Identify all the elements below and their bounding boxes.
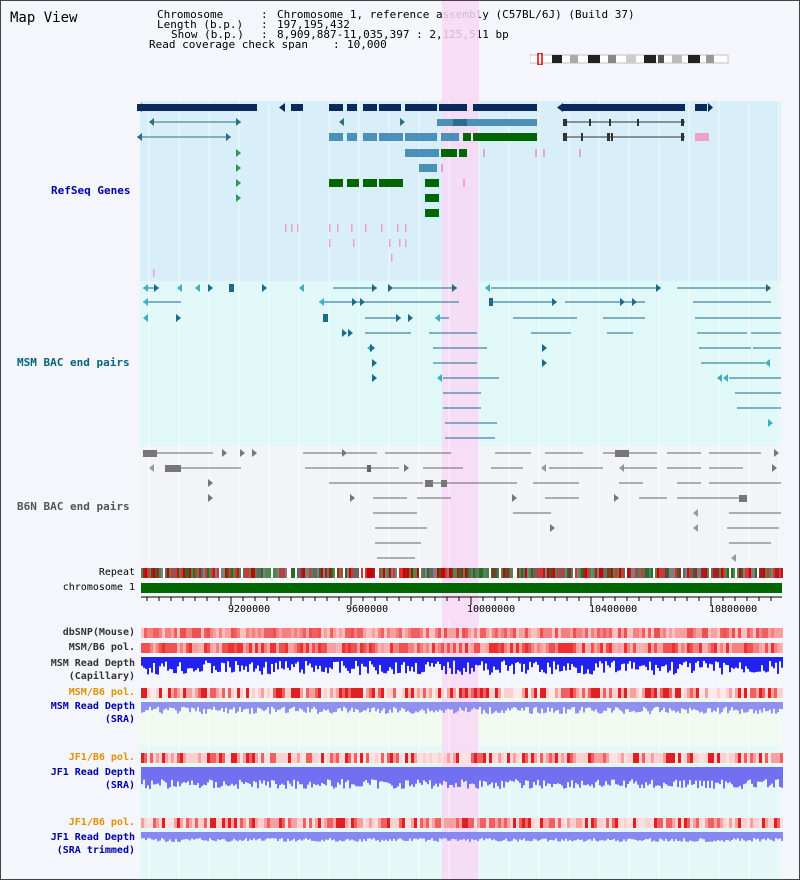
track-label-msm-depth-sra-sub: (SRA) [104, 714, 135, 725]
track-label-repeat: Repeat [98, 567, 135, 578]
track-label-b6n-bac[interactable]: B6N BAC end pairs [17, 500, 130, 513]
tick-label: 9600000 [346, 604, 389, 615]
chromosome-bar [141, 583, 782, 593]
position-scale [141, 596, 782, 605]
chromosome-label: Chromosome [157, 8, 224, 21]
tick-label: 10800000 [709, 604, 758, 615]
msm-bac-pairs [143, 284, 781, 439]
track-label-msm-b6-pol: MSM/B6 pol. [68, 642, 135, 653]
track-label-msm-depth-cap-sub: (Capillary) [68, 671, 135, 682]
track-label-jf1-depth-sra: JF1 Read Depth [50, 767, 135, 778]
tick-label: 9200000 [228, 604, 271, 615]
refseq-genes [137, 103, 713, 277]
length-value: 197,195,432 [277, 18, 350, 31]
show-label: Show (b.p.) [171, 28, 244, 41]
track-label-msm-bac[interactable]: MSM BAC end pairs [17, 356, 130, 369]
b6n-bac-pairs [143, 449, 781, 562]
coverage-value: 10,000 [347, 38, 387, 51]
repeat-track [141, 568, 783, 578]
track-label-msm-depth-cap: MSM Read Depth [50, 658, 135, 669]
selection-highlight[interactable] [442, 1, 479, 879]
track-label-jf1-depth-sra-sub: (SRA) [104, 780, 135, 791]
page-title: Map View [10, 10, 78, 26]
tick-label: 10400000 [589, 604, 638, 615]
track-label-jf1-depth-trim-sub: (SRA trimmed) [56, 845, 135, 856]
length-label: Length (b.p.) [157, 18, 244, 31]
track-label-chromosome: chromosome 1 [62, 582, 135, 593]
track-label-dbsnp: dbSNP(Mouse) [62, 627, 135, 638]
chromosome-ideogram[interactable] [530, 53, 730, 65]
track-label-refseq[interactable]: RefSeq Genes [51, 184, 131, 197]
track-label-jf1-b6-pol-2: JF1/B6 pol. [68, 817, 135, 828]
heat-tracks [141, 628, 783, 828]
track-label-msm-b6-pol-2: MSM/B6 pol. [68, 687, 135, 698]
track-label-msm-depth-sra: MSM Read Depth [50, 701, 135, 712]
region-info: Chromosome: Chromosome 1, reference asse… [149, 8, 635, 51]
tick-label: 10000000 [467, 604, 516, 615]
track-label-jf1-depth-trim: JF1 Read Depth [50, 832, 135, 843]
track-label-jf1-b6-pol: JF1/B6 pol. [68, 752, 135, 763]
depth-tracks [141, 657, 783, 842]
coverage-label: Read coverage check span [149, 38, 308, 51]
